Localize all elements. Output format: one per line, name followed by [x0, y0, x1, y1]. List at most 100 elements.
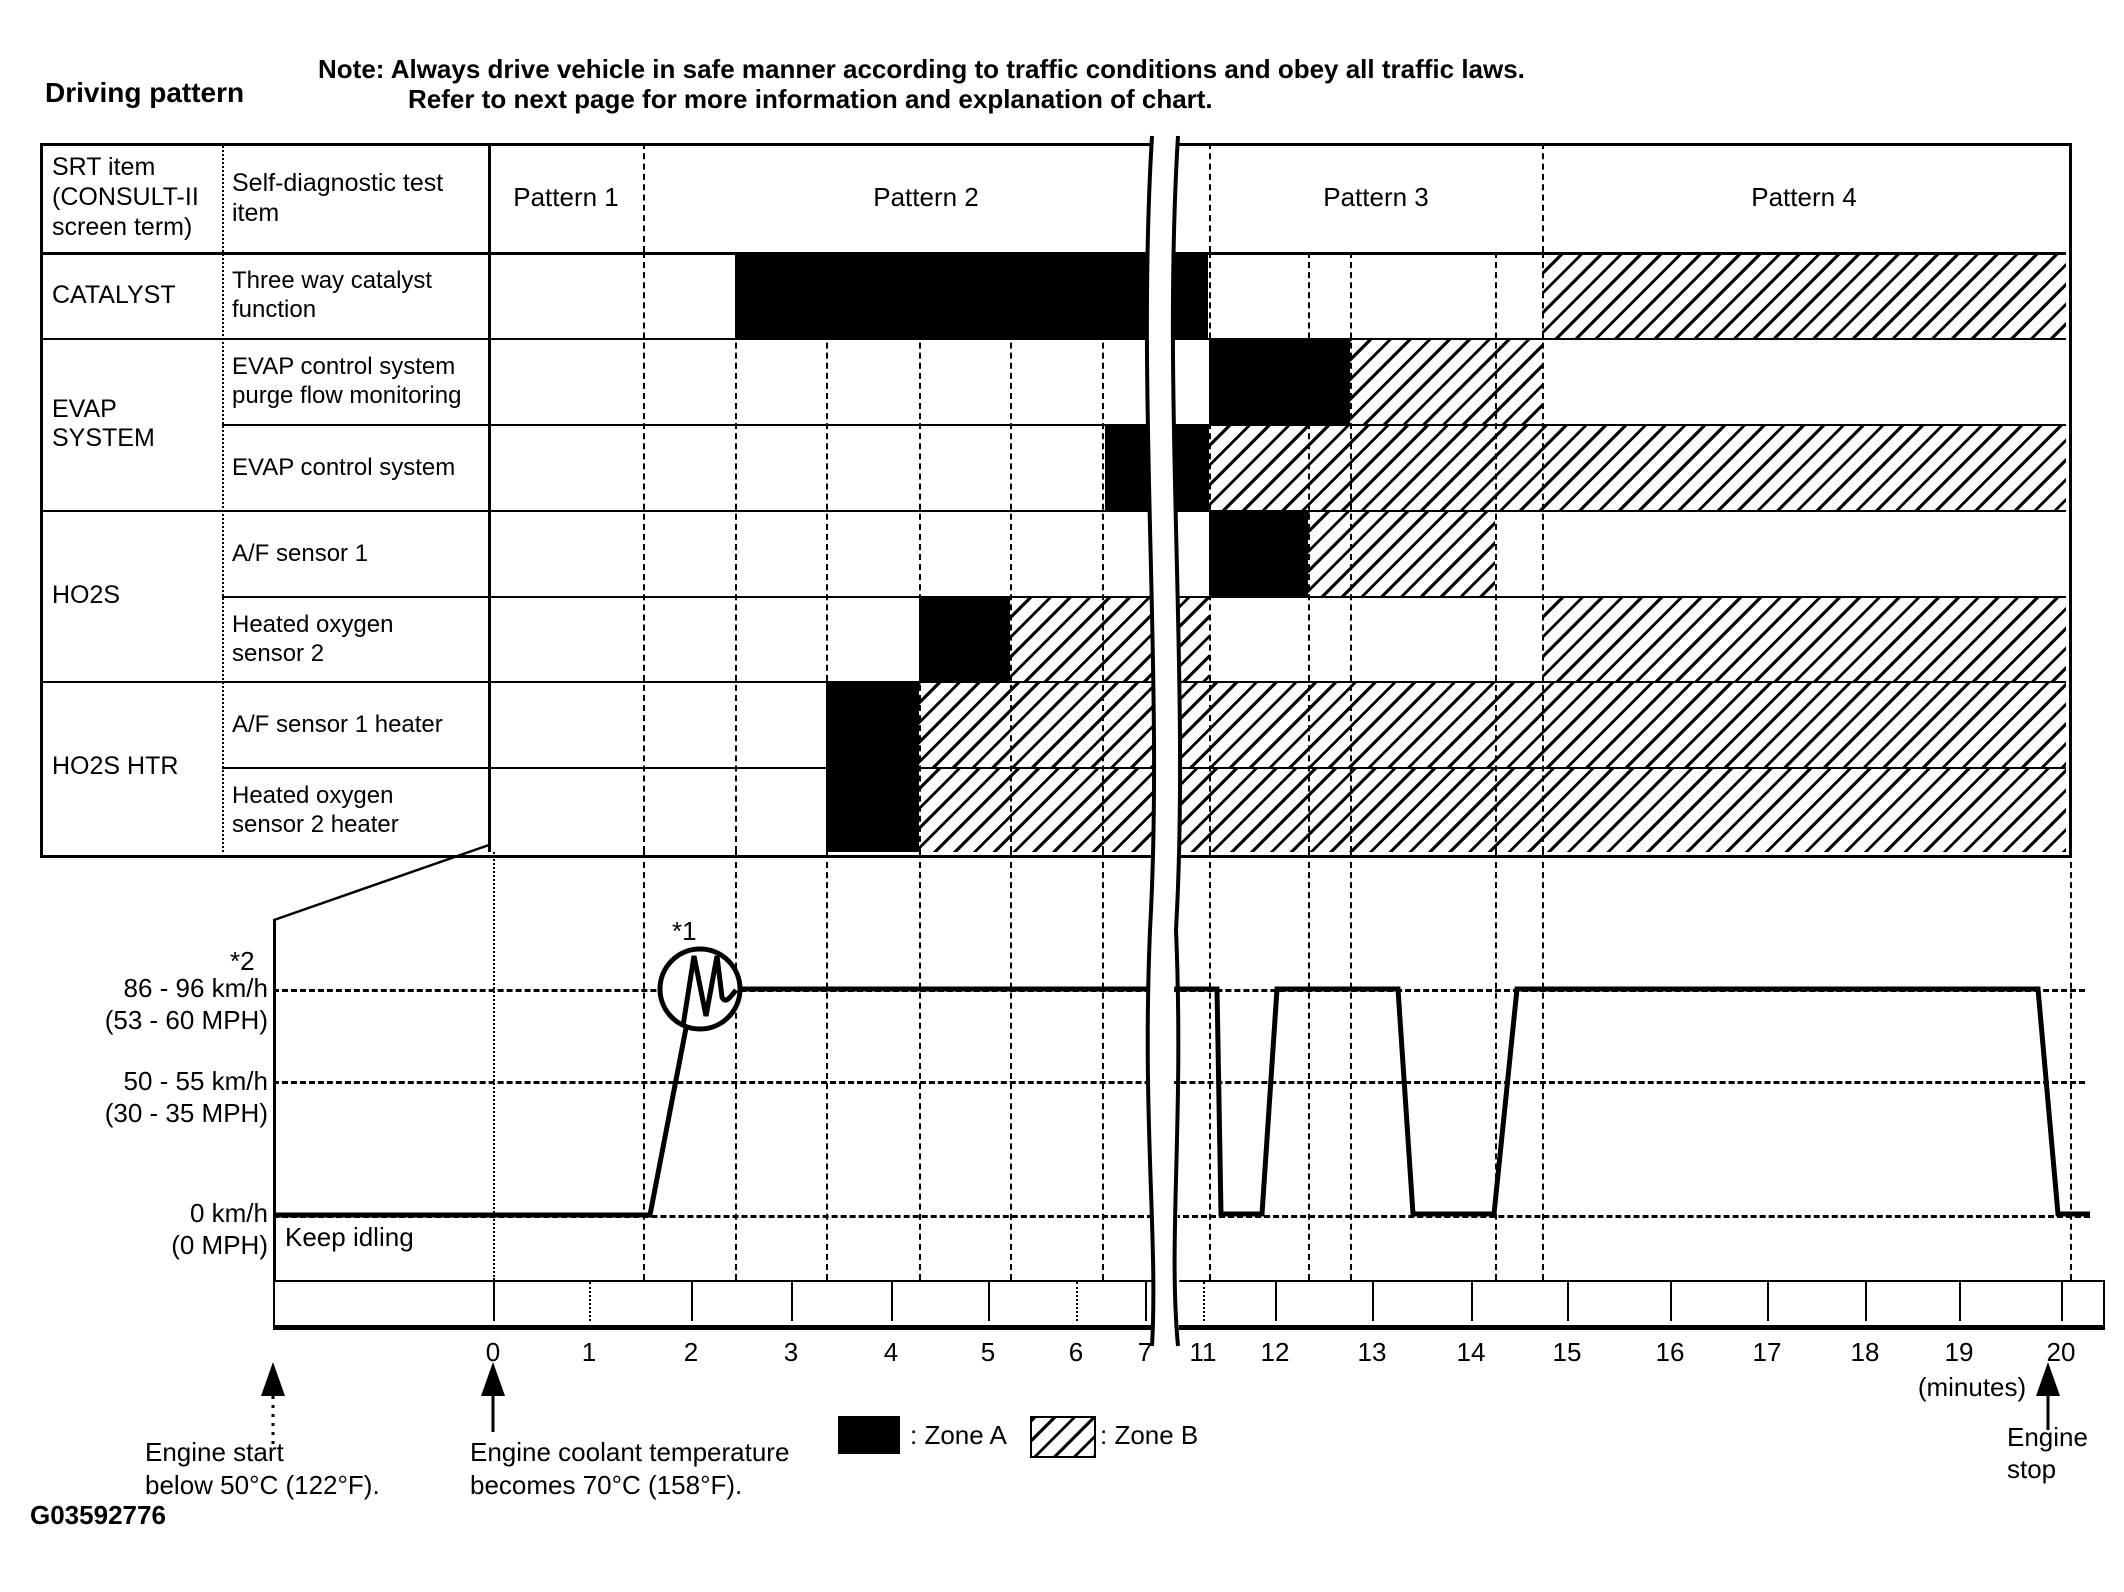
engine-stop-line1: Engine: [2007, 1422, 2088, 1452]
table-grid-line: [826, 252, 828, 852]
minute-tick-label: 0: [485, 1337, 501, 1367]
srt-group-label: HO2S HTR: [52, 752, 179, 780]
axis-cell-divider: [691, 1282, 693, 1321]
minute-tick-label: 14: [1456, 1337, 1486, 1367]
test-item-label: A/F sensor 1: [232, 539, 369, 567]
axis-cell-divider: [1567, 1282, 1569, 1321]
zone-b-block: [1542, 596, 2066, 681]
speed-label-zero: 0 km/h: [189, 1198, 268, 1228]
header-pattern-boundary: [1209, 143, 1211, 252]
table-chart-divider: [488, 143, 491, 852]
minute-tick-label: 15: [1552, 1337, 1582, 1367]
test-item-label: A/F sensor 1 heater: [232, 710, 443, 738]
header-pattern-boundary: [643, 143, 645, 252]
keep-idling-label: Keep idling: [285, 1222, 414, 1252]
test-item-label: Heated oxygen sensor 2 heater: [232, 781, 399, 838]
axis-cell-divider: [1959, 1282, 1961, 1321]
axis-cell-divider: [589, 1282, 591, 1321]
speed-label-high-mph: (53 - 60 MPH): [104, 1005, 268, 1035]
axis-cell-divider: [1670, 1282, 1672, 1321]
axis-cell-divider: [1372, 1282, 1374, 1321]
engine-start-line1: Engine start: [145, 1437, 284, 1467]
page-title: Driving pattern: [45, 77, 245, 108]
speed-level-zero-line: [273, 1215, 2090, 1218]
test-item-label: EVAP control system: [232, 453, 456, 481]
axis-cell-divider: [1865, 1282, 1867, 1321]
zone-a-block: [735, 252, 1208, 338]
minute-tick-label: 3: [783, 1337, 799, 1367]
pattern-3-label: Pattern 3: [1323, 182, 1429, 212]
coolant-line2: becomes 70°C (158°F).: [470, 1470, 743, 1500]
table-grid-line: [1102, 252, 1104, 852]
header-pattern-boundary: [1542, 143, 1544, 252]
srt-group-label: HO2S: [52, 581, 121, 609]
group-row-divider: [40, 510, 2066, 512]
footnote-2-marker: *2: [230, 946, 255, 976]
note-line-1: Note: Always drive vehicle in safe manne…: [318, 54, 1525, 84]
axis-cell-divider: [1471, 1282, 1473, 1321]
pattern-2-label: Pattern 2: [873, 182, 979, 212]
srt-group-label: CATALYST: [52, 280, 176, 309]
header-test-item: Self-diagnostic test item: [232, 169, 444, 227]
time-axis-band: [273, 1280, 2105, 1330]
footnote-1-marker: *1: [672, 916, 697, 946]
axis-cell-divider: [891, 1282, 893, 1321]
axis-cell-divider: [1203, 1282, 1205, 1321]
speed-label-high: 86 - 96 km/h: [123, 973, 268, 1003]
axis-cell-divider: [988, 1282, 990, 1321]
zone-a-label: : Zone A: [910, 1420, 1007, 1450]
sub-row-divider: [222, 596, 2066, 598]
sub-row-divider: [222, 424, 2066, 426]
group-row-divider: [40, 338, 2066, 340]
speed-label-zero-mph: (0 MPH): [171, 1230, 268, 1260]
engine-start-line2: below 50°C (122°F).: [145, 1470, 380, 1500]
axis-cell-divider: [1275, 1282, 1277, 1321]
zone-a-block: [919, 596, 1010, 681]
graph-left-border: [273, 919, 276, 1280]
axis-cell-divider: [493, 1282, 495, 1321]
figure-id: G03592776: [30, 1500, 166, 1530]
minute-tick-label: 17: [1752, 1337, 1782, 1367]
engine-start-arrow-icon: [261, 1362, 285, 1396]
group-row-divider: [40, 681, 2066, 683]
speed-label-mid-mph: (30 - 35 MPH): [104, 1098, 268, 1128]
sub-row-divider: [222, 767, 2066, 769]
table-col1-divider: [222, 143, 224, 852]
table-grid-line: [735, 252, 737, 852]
table-header-divider: [40, 252, 2066, 255]
zone-b-label: : Zone B: [1100, 1420, 1199, 1450]
test-item-label: Three way catalyst function: [232, 267, 433, 323]
minute-tick-label: 1: [581, 1337, 597, 1367]
zone-b-block: [1350, 338, 1542, 424]
zone-a-swatch: [838, 1416, 900, 1454]
zone-b-block: [1542, 252, 2066, 338]
zone-b-block: [919, 767, 2066, 852]
table-grid-line: [643, 252, 645, 852]
minute-tick-label: 2: [683, 1337, 699, 1367]
minute-tick-label: 20: [2046, 1337, 2076, 1367]
table-grid-line: [1542, 252, 1544, 852]
speed-level-mid-line: [273, 1081, 2085, 1084]
speed-line-main: [736, 986, 2090, 1217]
table-grid-line: [1495, 252, 1497, 852]
zone-a-block: [1209, 338, 1350, 424]
speed-label-mid: 50 - 55 km/h: [123, 1066, 268, 1096]
pattern-1-label: Pattern 1: [513, 182, 619, 212]
axis-cell-divider: [1076, 1282, 1078, 1321]
table-grid-line: [1010, 252, 1012, 852]
minute-tick-label: 12: [1260, 1337, 1290, 1367]
header-srt-item: SRT item (CONSULT-II screen term): [52, 153, 199, 241]
minutes-unit-label: (minutes): [1917, 1372, 2027, 1402]
zone-b-swatch: [1030, 1416, 1096, 1458]
test-item-label: EVAP control system purge flow monitorin…: [232, 353, 462, 409]
srt-group-label: EVAP SYSTEM: [52, 395, 155, 452]
minute-tick-label: 6: [1068, 1337, 1084, 1367]
zone-a-block: [826, 681, 919, 767]
minute-tick-label: 18: [1850, 1337, 1880, 1367]
zone-b-block: [919, 681, 2066, 767]
test-item-label: Heated oxygen sensor 2: [232, 610, 394, 667]
pattern-4-label: Pattern 4: [1751, 182, 1857, 212]
minute-tick-label: 7: [1137, 1337, 1153, 1367]
minute-tick-label: 5: [980, 1337, 996, 1367]
